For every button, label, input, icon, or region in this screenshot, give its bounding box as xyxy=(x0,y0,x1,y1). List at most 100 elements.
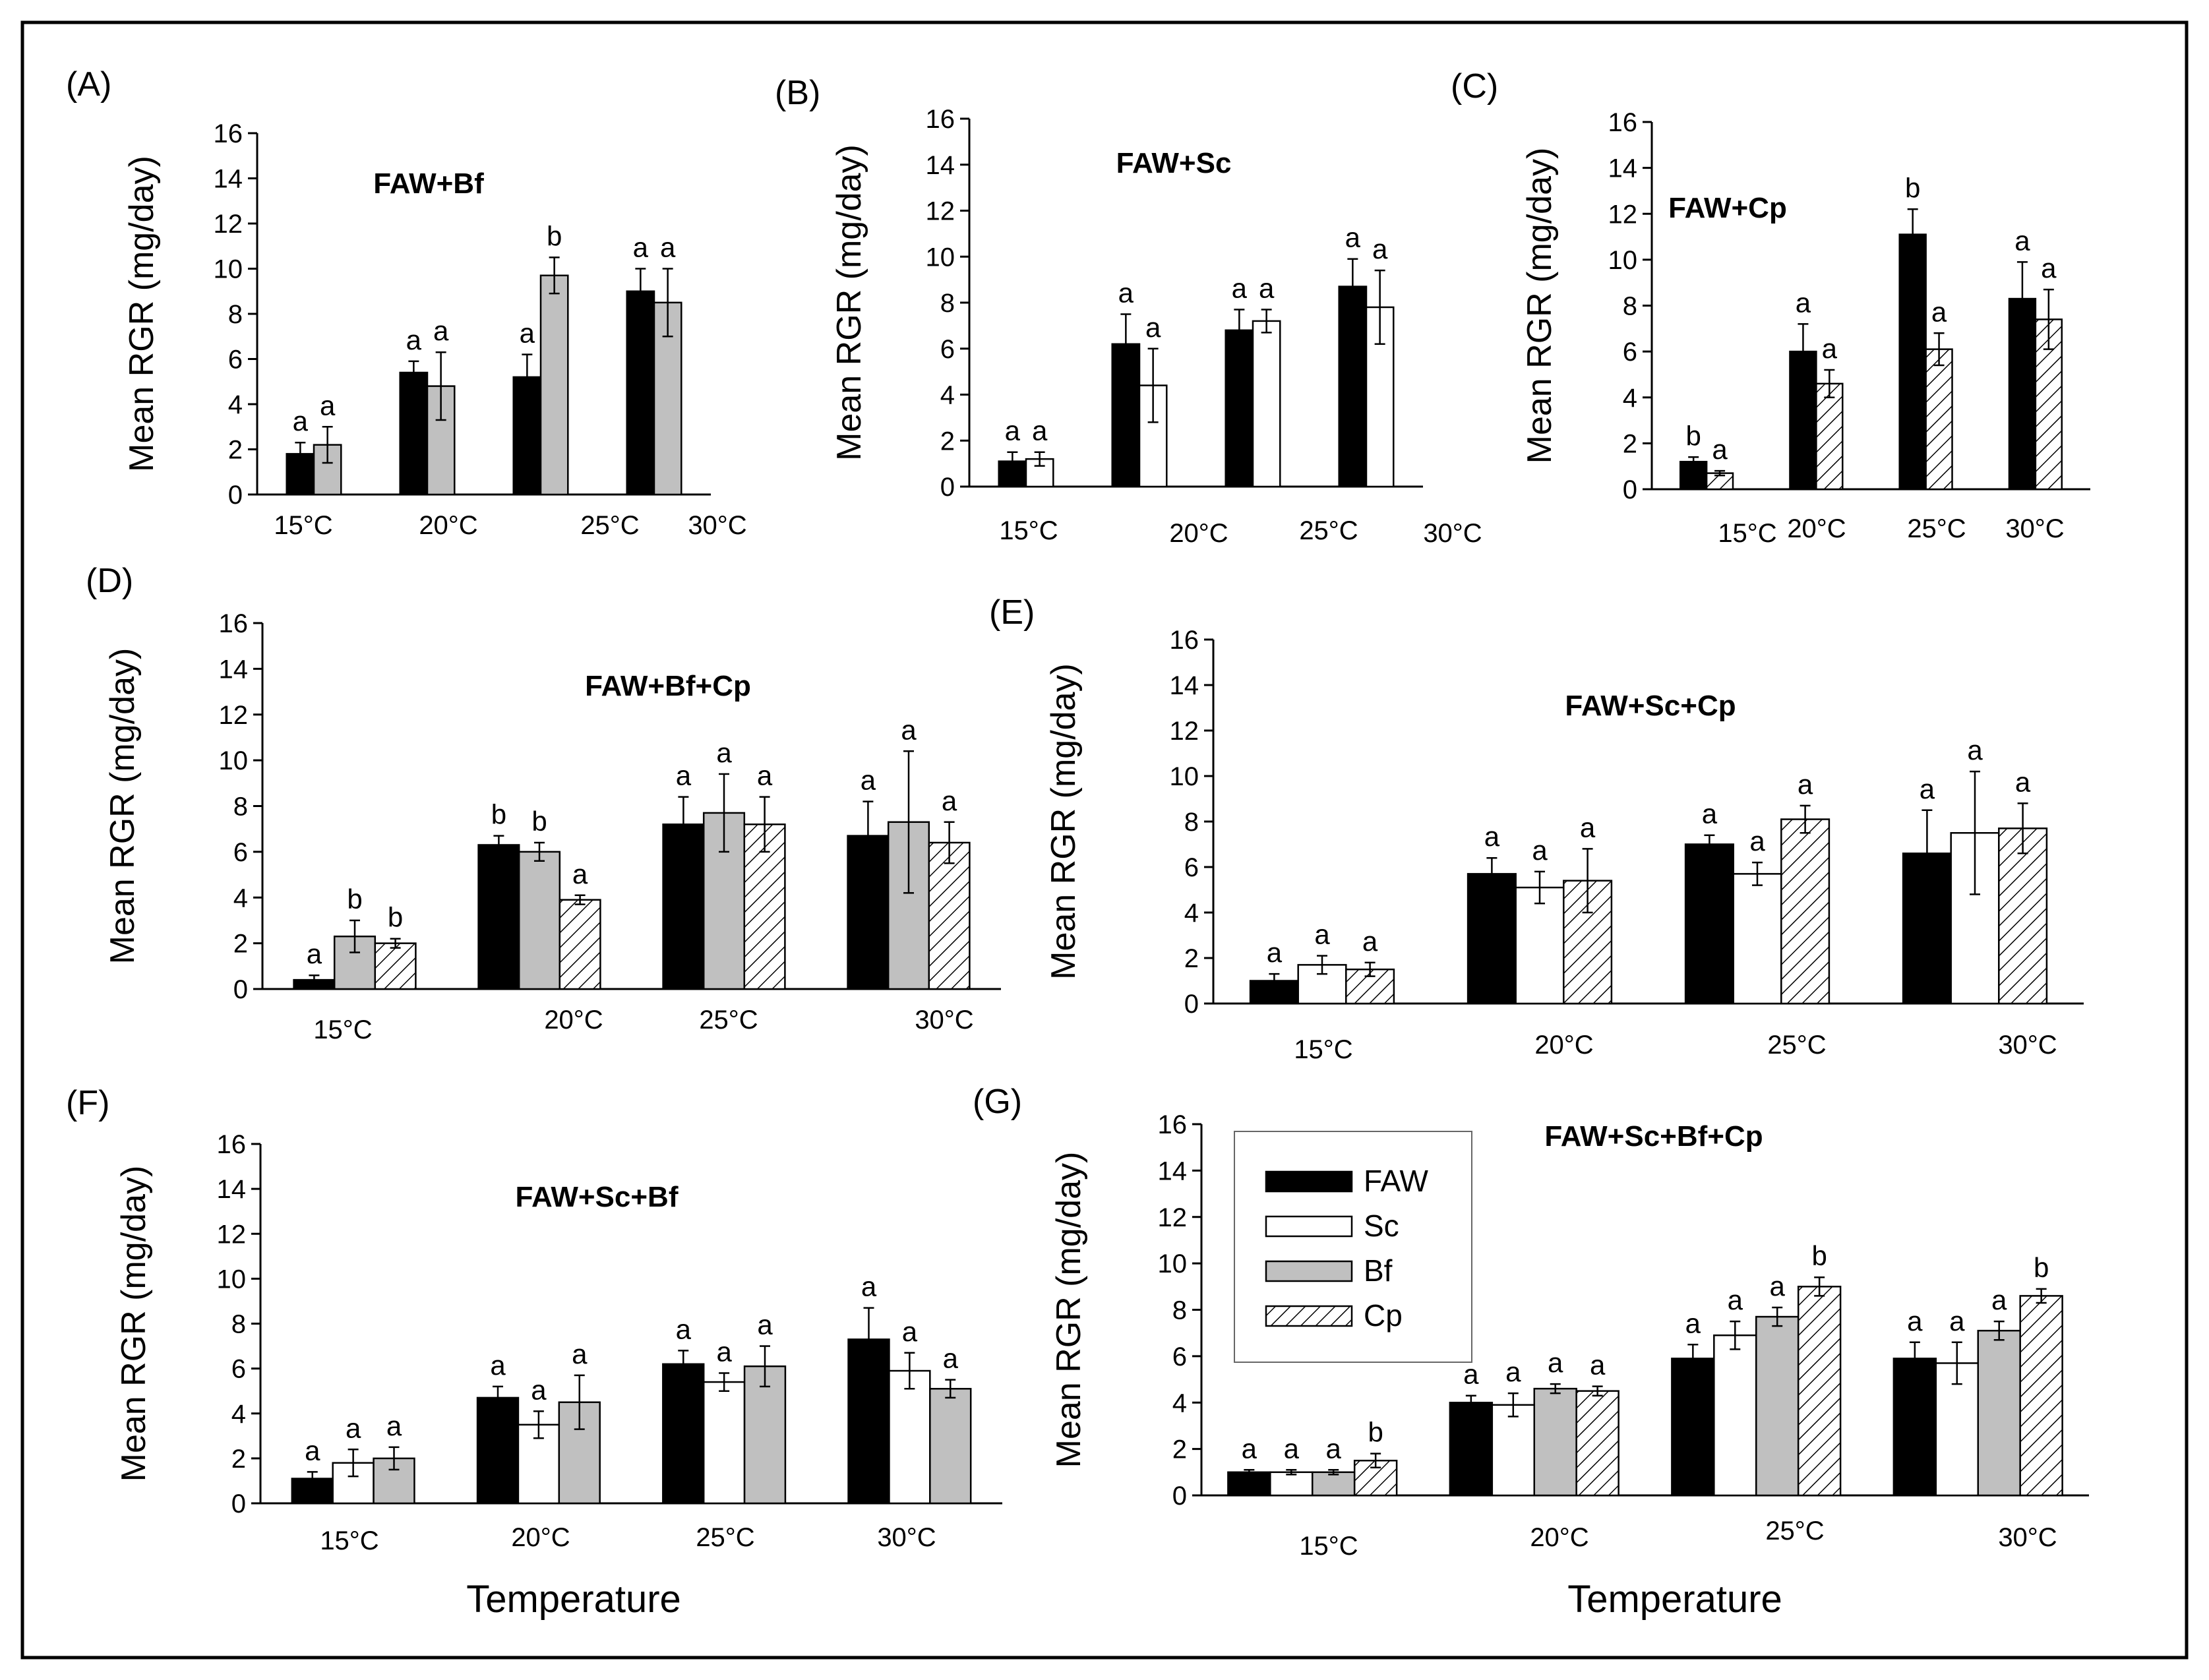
y-axis-label: Mean RGR (mg/day) xyxy=(104,648,142,965)
y-tick-label: 6 xyxy=(1623,338,1637,367)
significance-letter: a xyxy=(1822,333,1838,364)
y-axis-label: Mean RGR (mg/day) xyxy=(1050,1152,1088,1468)
x-tick-label: 15°C xyxy=(1718,519,1776,548)
x-tick-label: 30°C xyxy=(2005,514,2064,543)
significance-letter: a xyxy=(757,1309,773,1340)
bar-faw-4 xyxy=(626,290,655,496)
y-tick-label: 12 xyxy=(1608,200,1638,229)
significance-letter: a xyxy=(1580,812,1596,843)
y-tick-label: 16 xyxy=(217,1130,247,1159)
y-tick-label: 10 xyxy=(1608,246,1638,275)
y-tick-label: 14 xyxy=(217,1175,247,1204)
panel-label: (D) xyxy=(86,562,133,600)
chart-panel-3: (C) FAW+Cp Mean RGR (mg/day) 0 2 4 6 8 10 12 14 16 b… xyxy=(1451,67,2090,548)
x-tick-label: 30°C xyxy=(1423,519,1482,548)
significance-letter: a xyxy=(1548,1347,1563,1378)
significance-letter: a xyxy=(346,1412,361,1443)
y-axis-label: Mean RGR (mg/day) xyxy=(115,1166,153,1482)
y-tick-label: 10 xyxy=(217,1265,247,1294)
y-tick-label: 10 xyxy=(1170,762,1199,791)
bar-faw-2 xyxy=(399,371,429,496)
x-tick-label: 15°C xyxy=(313,1015,372,1044)
y-tick-label: 10 xyxy=(926,243,955,272)
bar-faw-2 xyxy=(477,844,520,990)
figure-border xyxy=(20,20,2189,1660)
significance-letter: a xyxy=(572,1338,588,1369)
y-tick-label: 6 xyxy=(231,1355,246,1384)
significance-letter: a xyxy=(1314,919,1330,950)
significance-letter: a xyxy=(1712,434,1728,465)
significance-letter: b xyxy=(1368,1417,1383,1448)
significance-letter: a xyxy=(1949,1305,1965,1336)
significance-letter: a xyxy=(520,318,535,349)
significance-letter: a xyxy=(1685,1307,1701,1338)
bar-faw-2 xyxy=(1467,873,1517,1005)
significance-letter: a xyxy=(861,1271,877,1302)
significance-letter: a xyxy=(1798,769,1813,800)
y-tick-label: 8 xyxy=(228,300,243,329)
y-tick-label: 0 xyxy=(228,481,243,510)
legend-label: Sc xyxy=(1364,1209,1399,1243)
significance-letter: a xyxy=(901,714,917,745)
x-tick-label: 20°C xyxy=(544,1005,603,1035)
panel-label: (G) xyxy=(973,1083,1022,1121)
x-tick-label: 25°C xyxy=(1765,1516,1824,1545)
legend-label: FAW xyxy=(1364,1164,1429,1198)
bar-cp-2 xyxy=(559,899,601,990)
legend-label: Bf xyxy=(1364,1253,1393,1288)
y-tick-label: 4 xyxy=(1172,1389,1187,1418)
significance-letter: a xyxy=(716,1336,732,1367)
y-tick-label: 12 xyxy=(926,197,955,226)
x-tick-label: 30°C xyxy=(688,511,746,540)
chart-title: FAW+Bf+Cp xyxy=(585,670,751,702)
y-tick-label: 4 xyxy=(940,381,955,410)
bar-sc-2 xyxy=(1515,886,1565,1005)
bar-faw-1 xyxy=(1227,1471,1271,1497)
bar-faw-4 xyxy=(1892,1358,1937,1497)
significance-letter: a xyxy=(1259,272,1275,303)
panel-label: (F) xyxy=(66,1084,109,1122)
significance-letter: b xyxy=(1811,1240,1827,1271)
significance-letter: a xyxy=(307,938,322,969)
x-tick-label: 25°C xyxy=(1767,1031,1826,1060)
bar-sc-4 xyxy=(1950,832,2000,1005)
x-tick-label: 25°C xyxy=(696,1523,754,1552)
bar-faw-3 xyxy=(1684,843,1734,1005)
significance-letter: a xyxy=(902,1316,918,1347)
significance-letter: a xyxy=(942,785,957,816)
significance-letter: a xyxy=(531,1374,547,1405)
significance-letter: a xyxy=(716,737,732,768)
y-tick-label: 0 xyxy=(1172,1482,1187,1511)
significance-letter: a xyxy=(1770,1271,1786,1302)
bar-sc-4 xyxy=(888,1369,931,1505)
y-tick-label: 4 xyxy=(1184,899,1199,928)
y-tick-label: 6 xyxy=(1172,1342,1187,1371)
y-tick-label: 8 xyxy=(1172,1296,1187,1325)
y-tick-label: 0 xyxy=(1623,475,1637,504)
bar-faw-2 xyxy=(1449,1402,1494,1497)
y-tick-label: 6 xyxy=(940,335,955,364)
y-tick-label: 0 xyxy=(231,1489,246,1518)
y-axis-label: Mean RGR (mg/day) xyxy=(1521,148,1559,464)
legend-swatch-sc xyxy=(1265,1215,1353,1238)
y-tick-label: 4 xyxy=(1623,384,1637,413)
significance-letter: a xyxy=(2041,253,2057,284)
significance-letter: b xyxy=(388,902,403,933)
significance-letter: a xyxy=(572,858,588,889)
y-tick-label: 6 xyxy=(1184,853,1199,882)
significance-letter: a xyxy=(1590,1350,1606,1381)
significance-letter: b xyxy=(2034,1252,2049,1283)
bar-cp-1 xyxy=(374,942,417,990)
bar-cp-4 xyxy=(1998,827,2048,1005)
significance-letter: a xyxy=(633,232,649,263)
significance-letter: a xyxy=(1326,1433,1342,1464)
significance-letter: b xyxy=(1685,420,1701,451)
significance-letter: a xyxy=(1796,287,1811,318)
y-tick-label: 2 xyxy=(231,1445,246,1474)
x-tick-label: 20°C xyxy=(419,511,477,540)
x-tick-label: 15°C xyxy=(1294,1035,1352,1064)
y-tick-label: 12 xyxy=(1170,717,1199,746)
bar-sc-2 xyxy=(1491,1404,1535,1497)
y-tick-label: 2 xyxy=(1623,429,1637,458)
y-tick-label: 8 xyxy=(940,289,955,318)
